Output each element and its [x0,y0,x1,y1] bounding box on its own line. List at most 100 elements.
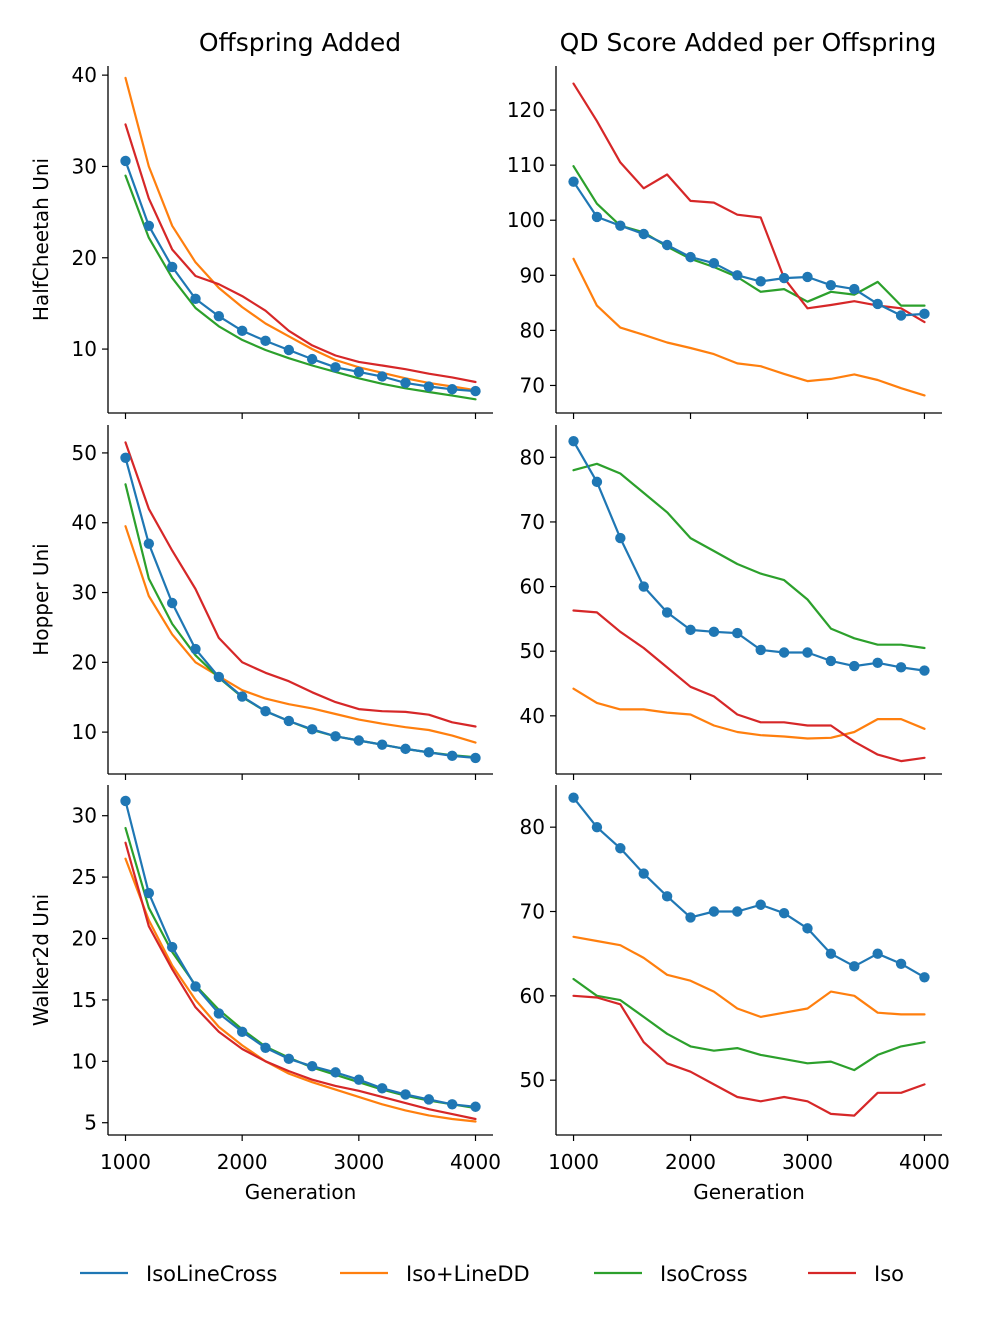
data-point-isolinecross [568,176,579,187]
data-point-isolinecross [190,981,201,992]
data-point-isolinecross [120,452,131,464]
y-tick-label: 30 [72,804,97,828]
data-point-isolinecross [166,261,178,273]
y-axis-label: HalfCheetah Uni [29,158,53,321]
data-point-isolinecross [638,228,649,240]
series-line-isolinecross [572,180,926,317]
data-point-isolinecross [872,948,883,959]
data-point-isolinecross [446,1099,458,1110]
data-point-isolinecross [591,476,603,488]
x-tick-label: 3000 [782,1150,833,1174]
data-point-isolinecross [872,657,883,669]
data-point-isolinecross [330,1067,341,1078]
data-point-isolinecross [919,308,930,320]
y-tick-label: 30 [72,154,97,178]
data-point-isolinecross [615,220,626,231]
y-tick-label: 50 [520,639,545,663]
data-point-isolinecross [143,220,155,232]
y-tick-label: 30 [72,581,97,605]
data-point-isolinecross [190,293,201,305]
series-line-isocross [572,165,926,307]
data-point-isolinecross [778,907,790,919]
data-point-isolinecross [213,311,225,322]
subplot-1-1: 10 20 30 40 HalfCheetah Uni [29,63,493,419]
data-point-isolinecross [872,298,883,310]
data-point-isolinecross [166,941,178,953]
y-tick-label: 80 [520,815,545,839]
data-point-isolinecross [120,795,131,807]
series-line-iso [124,123,477,384]
data-point-isolinecross [400,377,411,389]
data-point-isolinecross [825,948,837,959]
data-point-isolinecross [470,752,481,764]
y-tick-label: 100 [507,208,545,232]
subplot-2-2: 40 50 60 70 80 [520,425,942,780]
y-tick-label: 70 [520,373,545,397]
y-tick-label: 25 [72,865,97,889]
y-tick-label: 70 [520,900,545,924]
y-axis-label: Walker2d Uni [29,894,53,1026]
data-point-isolinecross [849,283,860,295]
series-line-isocross [572,977,926,1072]
data-point-isolinecross [778,272,790,284]
data-point-isolinecross [755,276,766,287]
y-tick-label: 60 [520,575,545,599]
series-line-iso [124,441,477,728]
data-point-isolinecross [895,662,907,673]
series-line-iso-linedd [572,935,926,1019]
data-point-isolinecross [638,868,649,879]
y-tick-label: 60 [520,984,545,1008]
data-point-isolinecross [283,344,295,356]
data-point-isolinecross [213,671,225,683]
data-point-isolinecross [825,280,837,291]
x-tick-label: 2000 [217,1150,268,1174]
data-point-isolinecross [353,366,365,378]
y-tick-label: 10 [72,337,97,361]
data-point-isolinecross [685,912,696,923]
data-point-isolinecross [802,271,813,283]
data-point-isolinecross [400,1089,411,1100]
data-point-isolinecross [802,647,813,658]
series-line-iso-linedd [124,857,477,1123]
x-tick-label: 3000 [333,1150,384,1174]
data-point-isolinecross [260,705,271,717]
data-point-isolinecross [638,581,649,592]
y-axis-label: Hopper Uni [29,543,53,655]
legend-label-iso-linedd: Iso+LineDD [406,1262,530,1286]
data-point-isolinecross [306,724,318,735]
x-axis-label: Generation [693,1180,805,1204]
subplot-3-1: 5 10 15 20 25 30 1000 2000 3000 4000 Generation Wal… [29,785,501,1204]
data-point-isolinecross [708,906,720,917]
y-tick-label: 20 [72,246,97,270]
data-point-isolinecross [732,906,743,917]
data-point-isolinecross [283,1053,295,1065]
data-point-isolinecross [260,1042,271,1054]
x-tick-label: 1000 [548,1150,599,1174]
data-point-isolinecross [306,353,318,365]
data-point-isolinecross [825,655,837,667]
data-point-isolinecross [615,843,626,854]
data-point-isolinecross [120,155,131,167]
data-point-isolinecross [849,961,860,972]
column-title-qd-score-added: QD Score Added per Offspring [560,28,937,57]
data-point-isolinecross [423,381,435,392]
series-line-isolinecross [124,159,477,393]
data-point-isolinecross [849,660,860,672]
data-point-isolinecross [166,597,178,609]
data-point-isolinecross [685,624,696,636]
y-tick-label: 110 [507,153,545,177]
data-point-isolinecross [400,743,411,755]
data-point-isolinecross [236,325,248,337]
data-point-isolinecross [685,251,696,263]
y-tick-label: 80 [520,445,545,469]
data-point-isolinecross [470,385,481,397]
data-point-isolinecross [376,371,388,382]
legend-label-isocross: IsoCross [660,1262,748,1286]
y-tick-label: 10 [72,720,97,744]
data-point-isolinecross [895,958,907,969]
series-line-iso [124,841,477,1121]
data-point-isolinecross [661,607,673,618]
y-tick-label: 40 [520,704,545,728]
plots: 10 20 30 40 HalfCheetah Uni 70 80 90 100 110 120 10… [29,63,950,1204]
data-point-isolinecross [143,538,155,549]
